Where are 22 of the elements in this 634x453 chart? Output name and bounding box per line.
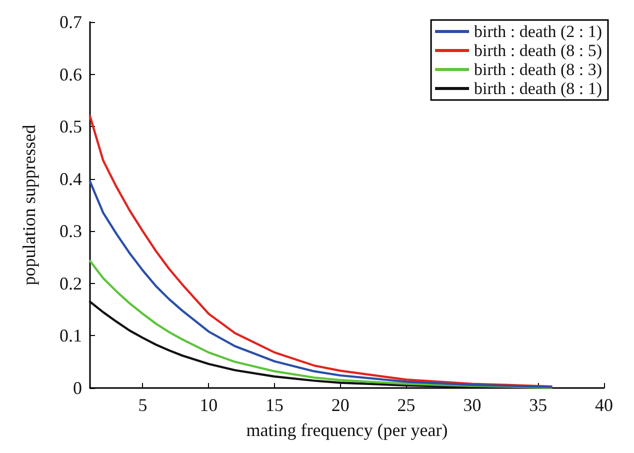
y-tick-label: 0.4 — [60, 168, 82, 189]
y-tick-label: 0.6 — [60, 64, 82, 84]
y-tick-label: 0.5 — [60, 116, 82, 137]
x-tick-label: 35 — [529, 395, 548, 415]
y-tick-label: 0.1 — [60, 326, 82, 346]
legend-label: birth : death (8 : 3) — [474, 60, 602, 79]
y-axis-title: population suppressed — [19, 124, 39, 286]
x-tick-label: 20 — [331, 395, 350, 415]
x-tick-label: 30 — [463, 395, 482, 415]
y-tick-label: 0.3 — [60, 221, 82, 242]
x-tick-label: 40 — [595, 395, 613, 415]
legend-label: birth : death (2 : 1) — [474, 22, 602, 41]
legend-label: birth : death (8 : 5) — [474, 41, 602, 60]
x-tick-label: 25 — [397, 395, 416, 415]
x-tick-label: 5 — [138, 395, 148, 415]
legend-label: birth : death (8 : 1) — [474, 79, 602, 98]
y-tick-label: 0.7 — [60, 12, 82, 32]
x-tick-label: 15 — [266, 395, 284, 415]
x-axis-title: mating frequency (per year) — [246, 420, 448, 440]
y-tick-label: 0.2 — [60, 273, 82, 294]
y-tick-label: 0 — [73, 378, 82, 398]
x-tick-label: 10 — [200, 395, 218, 415]
